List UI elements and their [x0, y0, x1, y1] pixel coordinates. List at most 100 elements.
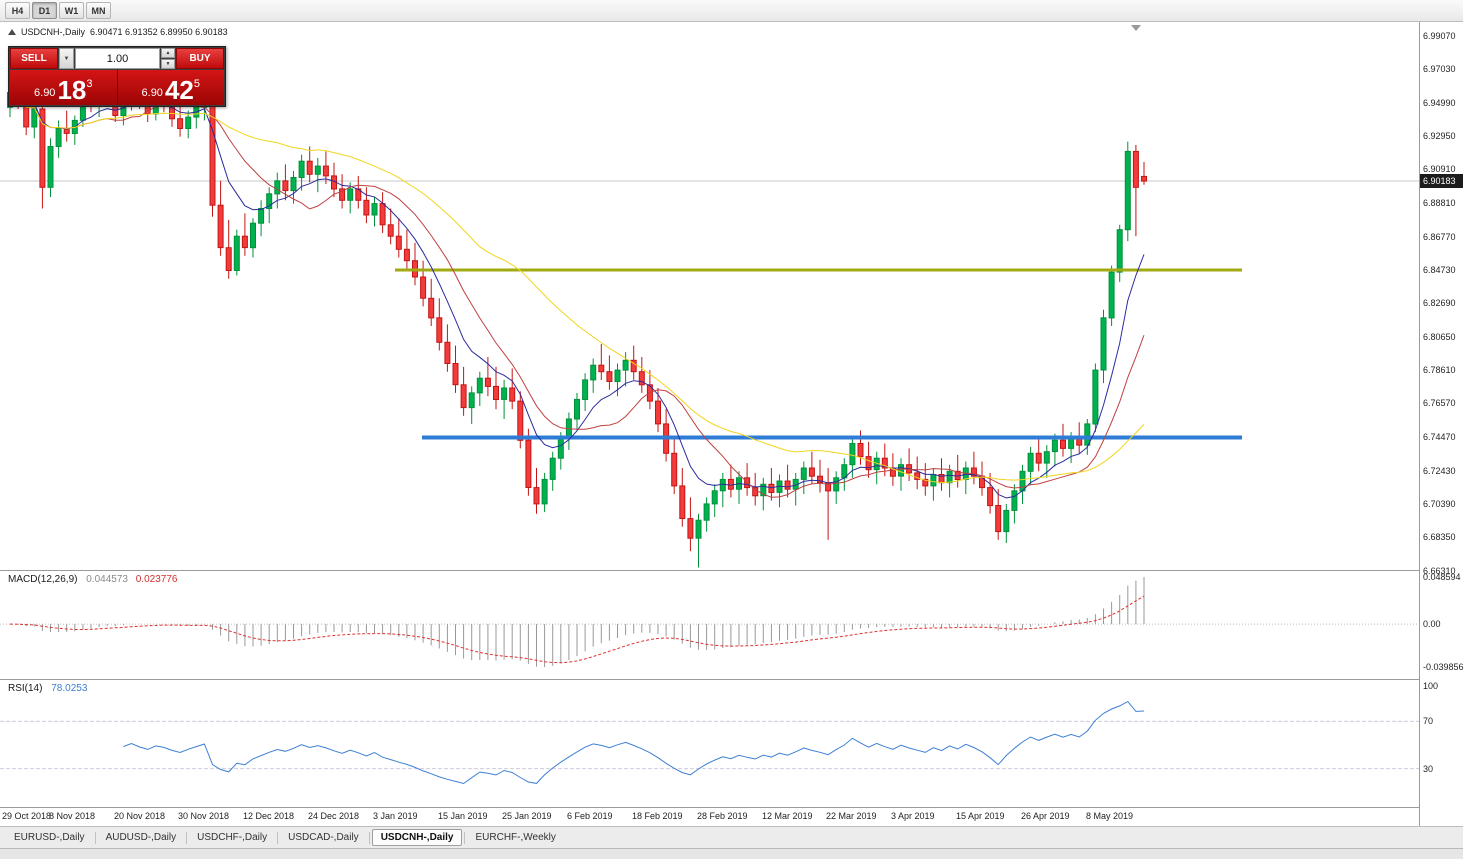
volume-up-button[interactable]: ▲: [161, 48, 175, 58]
macd-title: MACD(12,26,9): [8, 574, 78, 585]
sell-price-sup: 3: [86, 78, 93, 90]
axis-label: 6.82690: [1423, 298, 1456, 308]
rsi-value: 78.0253: [51, 683, 88, 694]
date-tick-label: 3 Apr 2019: [891, 811, 935, 821]
sell-price-big: 18: [57, 75, 87, 105]
axis-label: 6.88810: [1423, 198, 1456, 208]
rsi-level-lines: [0, 720, 1419, 770]
macd-rsi-separator[interactable]: [0, 679, 1463, 680]
date-tick-label: 29 Oct 2018: [2, 811, 52, 821]
volume-input[interactable]: [75, 48, 160, 69]
tab-separator: [464, 831, 466, 844]
date-tick-label: 15 Jan 2019: [438, 811, 488, 821]
date-tick-label: 12 Dec 2018: [243, 811, 295, 821]
axis-label: 6.97030: [1423, 64, 1456, 74]
axis-label: 6.76570: [1423, 398, 1456, 408]
volume-spinner: ▲ ▼: [161, 48, 175, 69]
tab-separator: [368, 831, 370, 844]
date-tick-label: 30 Nov 2018: [178, 811, 230, 821]
one-click-toggle-icon[interactable]: [8, 29, 16, 35]
chart-tab-eurchf-weekly[interactable]: EURCHF-,Weekly: [475, 832, 556, 843]
axis-label: 6.66310: [1423, 566, 1456, 576]
rsi-indicator-label: RSI(14) 78.0253: [8, 683, 87, 694]
chart-workspace: USDCNH-,Daily 6.90471 6.91352 6.89950 6.…: [0, 22, 1463, 826]
rsi-title: RSI(14): [8, 683, 43, 694]
macd-histogram: [17, 577, 1145, 667]
date-tick-label: 24 Dec 2018: [308, 811, 360, 821]
macd-signal-value: 0.023776: [135, 574, 178, 585]
macd-main-value: 0.044573: [86, 574, 128, 585]
date-tick-label: 12 Mar 2019: [762, 811, 813, 821]
axis-label: 6.94990: [1423, 98, 1456, 108]
rsi-canvas[interactable]: [0, 680, 1419, 807]
axis-label: 6.78610: [1423, 365, 1456, 375]
chart-tab-eurusd-daily[interactable]: EURUSD-,Daily: [14, 832, 85, 843]
buy-button[interactable]: BUY: [176, 48, 224, 69]
date-tick-label: 3 Jan 2019: [373, 811, 418, 821]
axis-label: 6.68350: [1423, 532, 1456, 542]
timeframe-d1-button[interactable]: D1: [32, 2, 57, 19]
chart-tab-usdcnh-daily[interactable]: USDCNH-,Daily: [371, 829, 463, 846]
timeframe-h4-button[interactable]: H4: [5, 2, 30, 19]
timeframe-w1-button[interactable]: W1: [59, 2, 84, 19]
date-tick-label: 8 May 2019: [1086, 811, 1134, 821]
chart-shift-marker-icon: [1131, 25, 1141, 31]
status-strip: [0, 848, 1463, 859]
tab-separator: [186, 831, 188, 844]
axis-label: 6.70390: [1423, 499, 1456, 509]
current-price-tag: 6.90183: [1420, 174, 1463, 188]
axis-label: 6.90910: [1423, 164, 1456, 174]
price-divider: [116, 70, 118, 105]
axis-label: 0.048594: [1423, 572, 1461, 582]
price-axis[interactable]: 6.99070 6.97030 6.94990 6.92950 6.90910 6.888…: [1419, 22, 1463, 826]
date-tick-label: 6 Feb 2019: [567, 811, 613, 821]
timeframe-mn-button[interactable]: MN: [86, 2, 111, 19]
date-axis[interactable]: 29 Oct 2018 8 Nov 2018 20 Nov 2018 30 Nov 2…: [0, 808, 1419, 826]
axis-label: 6.92950: [1423, 131, 1456, 141]
date-tick-label: 22 Mar 2019: [826, 811, 877, 821]
chart-tab-usdchf-daily[interactable]: USDCHF-,Daily: [197, 832, 268, 843]
axis-label: 6.74470: [1423, 432, 1456, 442]
one-click-trading-panel: SELL ▼ ▲ ▼ BUY 6.90 18 3 6.90 42 5: [8, 46, 226, 107]
buy-price-big: 42: [164, 75, 194, 105]
price-macd-separator[interactable]: [0, 570, 1463, 571]
chart-tab-audusd-daily[interactable]: AUDUSD-,Daily: [105, 832, 177, 843]
buy-price-main: 6.90: [141, 87, 163, 99]
tab-separator: [94, 831, 96, 844]
sell-price-display[interactable]: 6.90 18 3: [10, 70, 117, 105]
date-tick-label: 25 Jan 2019: [502, 811, 552, 821]
date-tick-label: 18 Feb 2019: [632, 811, 683, 821]
buy-price-sup: 5: [193, 78, 200, 90]
axis-label: 70: [1423, 716, 1434, 726]
chart-tab-bar: EURUSD-,Daily AUDUSD-,Daily USDCHF-,Daily U…: [0, 826, 1463, 848]
axis-label: -0.039856: [1423, 662, 1463, 672]
date-tick-label: 20 Nov 2018: [114, 811, 166, 821]
axis-label: 0.00: [1423, 619, 1441, 629]
axis-label: 6.99070: [1423, 31, 1456, 41]
axis-label: 30: [1423, 764, 1434, 774]
rsi-line: [123, 700, 1145, 785]
symbol-name: USDCNH-,Daily: [21, 27, 86, 37]
timeframe-toolbar: H4 D1 W1 MN: [0, 0, 1463, 22]
price-chart-canvas[interactable]: [0, 22, 1419, 570]
axis-label: 6.84730: [1423, 265, 1456, 275]
date-tick-label: 8 Nov 2018: [49, 811, 96, 821]
chart-tab-usdcad-daily[interactable]: USDCAD-,Daily: [288, 832, 359, 843]
macd-canvas[interactable]: [0, 571, 1419, 679]
candlesticks: [7, 77, 1147, 568]
axis-label: 6.80650: [1423, 332, 1456, 342]
horizontal-level-lines: [395, 268, 1242, 440]
axis-label: 100: [1423, 681, 1439, 691]
chart-symbol-label: USDCNH-,Daily 6.90471 6.91352 6.89950 6.…: [8, 27, 228, 37]
volume-down-button[interactable]: ▼: [161, 59, 175, 69]
ohlc-values: 6.90471 6.91352 6.89950 6.90183: [90, 27, 228, 37]
buy-price-display[interactable]: 6.90 42 5: [117, 70, 224, 105]
volume-dropdown-button[interactable]: ▼: [59, 48, 74, 69]
sell-button[interactable]: SELL: [10, 48, 58, 69]
tab-separator: [277, 831, 279, 844]
sell-price-main: 6.90: [34, 87, 56, 99]
axis-label: 6.72430: [1423, 466, 1456, 476]
date-tick-label: 28 Feb 2019: [697, 811, 748, 821]
axis-label: 6.86770: [1423, 232, 1456, 242]
macd-signal-line: [9, 595, 1145, 664]
